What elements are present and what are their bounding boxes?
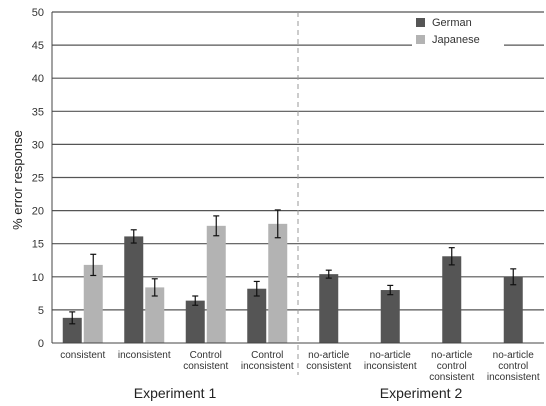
x-tick-label: Control consistent [183,350,228,372]
x-tick-label-line: consistent [306,361,351,372]
x-tick-label: no-article inconsistent [364,350,417,372]
bar [319,274,339,343]
x-tick-label-line: no-article [493,350,535,361]
bar [442,256,462,343]
y-axis-title: % error response [10,130,25,230]
x-tick-label: no-article control inconsistent [487,350,540,383]
x-tick-label-line: control [498,361,528,372]
bar [185,300,205,343]
y-tick-label: 10 [32,272,44,284]
x-tick-label-line: consistent [183,361,228,372]
bar [380,290,400,343]
x-tick-label-line: inconsistent [118,350,171,361]
experiment-label: Experiment 2 [380,385,463,401]
legend-background [412,14,504,54]
x-tick-label: inconsistent [118,350,171,361]
y-tick-label: 15 [32,239,44,251]
y-tick-label: 5 [38,305,44,317]
legend-label: German [432,17,472,29]
legend-swatch [416,18,425,27]
y-tick-label: 20 [32,206,44,218]
bar [503,276,523,343]
x-tick-label-line: control [437,361,467,372]
x-tick-label-line: inconsistent [241,361,294,372]
x-tick-label-line: Control [190,350,222,361]
legend-swatch [416,35,425,44]
bar [206,225,226,343]
x-tick-label-line: no-article [431,350,473,361]
x-tick-label-line: Control [251,350,283,361]
y-tick-label: 50 [32,7,44,19]
bar [124,236,144,343]
bar [268,223,288,343]
bar [145,287,165,343]
axis-layer: 0 5 10 15 20 25 30 35 40 45 50 [32,7,544,350]
y-tick-label: 25 [32,173,44,185]
experiment-label: Experiment 1 [134,385,217,401]
bar [247,288,267,343]
y-tick-label: 0 [38,338,44,350]
legend: German Japanese [412,14,504,54]
x-tick-label-line: consistent [60,350,105,361]
bar-layer [62,209,523,343]
y-tick-label: 40 [32,73,44,85]
x-tick-label-line: inconsistent [364,361,417,372]
legend-label: Japanese [432,34,480,46]
x-tick-label-line: consistent [429,372,474,383]
x-tick-label-line: no-article [308,350,350,361]
y-tick-label: 35 [32,106,44,118]
label-layer: consistent inconsistent Control consistentC… [60,350,540,401]
x-tick-label: Control inconsistent [241,350,294,372]
bar [83,264,103,343]
y-tick-label: 45 [32,40,44,52]
y-tick-label: 30 [32,139,44,151]
x-tick-label: no-article consistent [306,350,351,372]
x-tick-label: consistent [60,350,105,361]
x-tick-label-line: inconsistent [487,372,540,383]
x-tick-label: no-article control consistent [429,350,474,383]
x-tick-label-line: no-article [370,350,412,361]
bar [62,317,82,343]
